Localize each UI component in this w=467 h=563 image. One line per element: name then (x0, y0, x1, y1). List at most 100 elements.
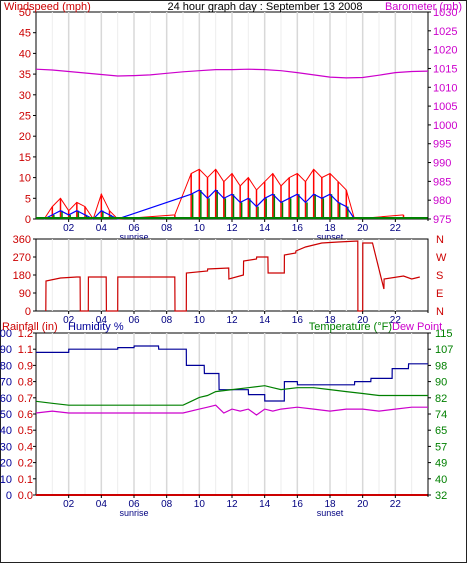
barometer-y-tick-label: 1025 (433, 26, 457, 38)
dewpoint-line (35, 404, 428, 416)
direction-x-tick-label: 12 (226, 315, 238, 326)
windspeed-y-tick-label: 35 (19, 69, 31, 81)
compass-tick-label: N (436, 234, 444, 246)
humidity-y-tick-label: 80 (0, 360, 12, 372)
temperature-y-tick-label: 40 (435, 474, 447, 486)
rainfall-y-tick-label: 0.2 (18, 458, 33, 470)
windspeed-y-tick-label: 30 (19, 90, 31, 102)
direction-y-tick-label: 180 (13, 270, 31, 282)
humidity-y-tick-label: 10 (0, 474, 12, 486)
direction-x-tick-label: 16 (292, 315, 304, 326)
direction-y-tick-label: 270 (13, 252, 31, 264)
windspeed-y-tick-label: 10 (19, 173, 31, 185)
humidity-y-tick-label: 40 (0, 425, 12, 437)
direction-x-tick-label: 02 (63, 315, 75, 326)
wind-x-annotation: sunset (317, 232, 344, 242)
rainfall-axis-label: Rainfall (in) (2, 321, 58, 333)
direction-x-tick-label: 08 (161, 315, 173, 326)
humidity-y-tick-label: 60 (0, 393, 12, 405)
rainfall-y-tick-label: 0.7 (18, 393, 33, 405)
temperature-y-tick-label: 57 (435, 441, 447, 453)
temperature-y-tick-label: 32 (435, 490, 447, 502)
wind-x-tick-label: 10 (194, 223, 206, 234)
climate-x-annotation: sunrise (119, 508, 148, 518)
wind-x-annotation: sunrise (119, 232, 148, 242)
gust-line (43, 168, 404, 221)
windspeed-axis-label: Windspeed (mph) (4, 1, 91, 13)
barometer-axis-label: Barometer (mb) (385, 1, 462, 13)
direction-y-tick-label: 90 (19, 288, 31, 300)
rainfall-y-tick-label: 1.2 (18, 328, 33, 340)
climate-x-tick-label: 02 (63, 499, 75, 510)
barometer-y-tick-label: 1000 (433, 120, 457, 132)
climate-x-tick-label: 06 (128, 499, 140, 510)
wind-x-tick-label: 08 (161, 223, 173, 234)
rainfall-y-tick-label: 0.5 (18, 425, 33, 437)
windspeed-y-tick-label: 5 (25, 193, 31, 205)
climate-x-tick-label: 10 (194, 499, 206, 510)
temperature-y-tick-label: 82 (435, 393, 447, 405)
direction-y-tick-label: 360 (13, 234, 31, 246)
barometer-y-tick-label: 1020 (433, 45, 457, 57)
humidity-y-tick-label: 30 (0, 441, 12, 453)
rainfall-y-tick-label: 0.1 (18, 474, 33, 486)
rainfall-y-tick-label: 1.1 (18, 344, 33, 356)
rainfall-y-tick-label: 0.8 (18, 377, 33, 389)
direction-x-tick-label: 22 (390, 315, 402, 326)
rainfall-y-tick-label: 0.9 (18, 360, 33, 372)
windspeed-y-tick-label: 45 (19, 28, 31, 40)
rainfall-y-tick-label: 0.6 (18, 409, 33, 421)
humidity-y-tick-label: 90 (0, 344, 12, 356)
climate-x-tick-label: 22 (390, 499, 402, 510)
compass-tick-label: W (436, 252, 447, 264)
compass-tick-label: N (436, 306, 444, 318)
humidity-axis-label: Humidity % (68, 321, 124, 333)
rainfall-y-tick-label: 0.4 (18, 441, 33, 453)
rainfall-y-tick-label: 0.0 (18, 490, 33, 502)
wind-x-tick-label: 16 (292, 223, 304, 234)
temperature-line (35, 385, 428, 406)
climate-x-tick-label: 18 (324, 499, 336, 510)
barometer-y-tick-label: 985 (433, 176, 451, 188)
temperature-y-tick-label: 107 (435, 344, 453, 356)
temperature-axis-label: Temperature (°F) (309, 321, 392, 333)
wind-x-tick-label: 06 (128, 223, 140, 234)
windspeed-y-tick-label: 25 (19, 111, 31, 123)
climate-x-tick-label: 16 (292, 499, 304, 510)
windspeed-y-tick-label: 15 (19, 152, 31, 164)
temperature-y-tick-label: 90 (435, 377, 447, 389)
climate-x-tick-label: 12 (226, 499, 238, 510)
wind-x-tick-label: 20 (357, 223, 369, 234)
average-wind-line (43, 189, 356, 220)
windspeed-y-tick-label: 50 (19, 7, 31, 19)
wind-x-tick-label: 22 (390, 223, 402, 234)
barometer-y-tick-label: 1010 (433, 82, 457, 94)
windspeed-y-tick-label: 40 (19, 48, 31, 60)
humidity-line (36, 345, 428, 402)
direction-x-tick-label: 10 (194, 315, 206, 326)
wind-x-tick-label: 04 (96, 223, 108, 234)
temperature-y-tick-label: 49 (435, 458, 447, 470)
humidity-y-tick-label: 0 (6, 490, 12, 502)
barometer-y-tick-label: 980 (433, 195, 451, 207)
climate-x-tick-label: 04 (96, 499, 108, 510)
dewpoint-axis-label: Dew Point (392, 321, 442, 333)
temperature-y-tick-label: 115 (435, 328, 453, 340)
compass-tick-label: S (436, 270, 443, 282)
wind-x-tick-label: 02 (63, 223, 75, 234)
barometer-y-tick-label: 990 (433, 158, 451, 170)
barometer-y-tick-label: 995 (433, 139, 451, 151)
barometer-y-tick-label: 975 (433, 214, 451, 226)
barometer-y-tick-label: 1015 (433, 63, 457, 75)
direction-x-tick-label: 20 (357, 315, 369, 326)
compass-tick-label: E (436, 288, 443, 300)
windspeed-y-tick-label: 20 (19, 131, 31, 143)
windspeed-y-tick-label: 0 (25, 214, 31, 226)
temperature-y-tick-label: 74 (435, 409, 447, 421)
climate-x-tick-label: 08 (161, 499, 173, 510)
climate-x-tick-label: 14 (259, 499, 271, 510)
humidity-y-tick-label: 70 (0, 377, 12, 389)
barometer-line (35, 68, 429, 79)
wind-x-tick-label: 14 (259, 223, 271, 234)
